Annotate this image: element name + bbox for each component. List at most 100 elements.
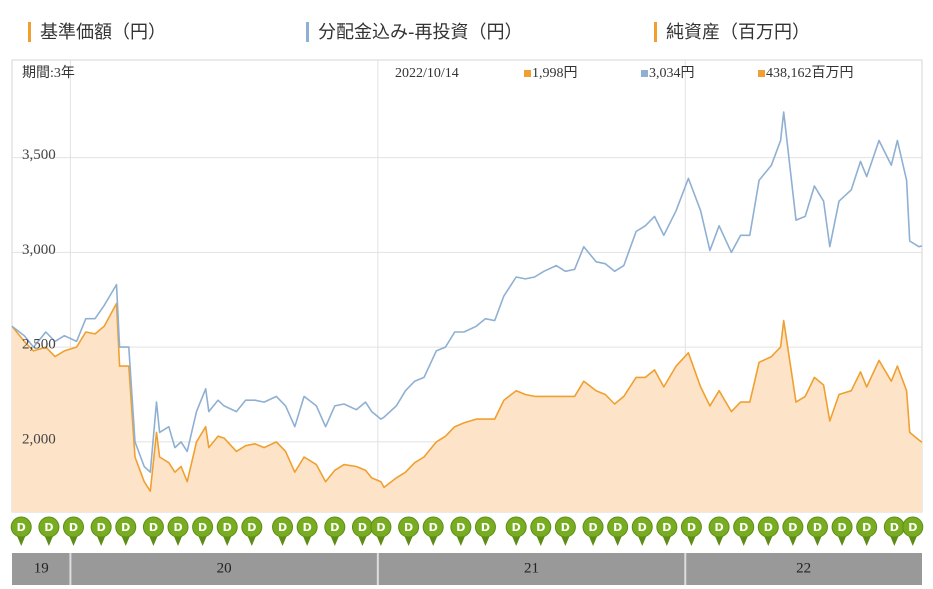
distribution-label: D [662,521,671,534]
distribution-label: D [44,521,53,534]
distribution-marker [370,516,392,538]
legend-swatch [28,22,31,42]
legend-label: 純資産（百万円） [666,22,810,43]
latest-value: 438,162百万円 [766,65,854,81]
distribution-label: D [613,521,622,534]
distribution-label: D [429,521,438,534]
distribution-label: D [890,521,899,534]
distribution-label: D [173,521,182,534]
legend: 基準価額（円） 分配金込み-再投資（円） 純資産（百万円） [28,22,810,43]
x-tick-label: 22 [796,560,811,576]
line [11,302,923,492]
plot [11,111,923,512]
y-tick-label: 3,000 [22,242,56,258]
distribution-marker [582,516,604,538]
distribution-marker [115,516,137,538]
distribution-marker [324,516,346,538]
latest-swatch [641,70,648,77]
x-tick-label: 19 [34,560,49,576]
distribution-marker [902,516,924,538]
distribution-marker [296,516,318,538]
y-tick-label: 2,500 [22,337,56,353]
distribution-marker [530,516,552,538]
distribution-label: D [512,521,521,534]
legend-label: 分配金込み-再投資（円） [318,22,523,43]
distribution-marker [142,516,164,538]
period: 期間:3年 [22,65,75,81]
distribution-label: D [456,521,465,534]
distribution-label: D [376,521,385,534]
legend-swatch [306,22,309,42]
distribution-marker [38,516,60,538]
distribution-label: D [788,521,797,534]
distribution-label: D [862,521,871,534]
distribution-label: D [813,521,822,534]
distribution-marker [782,516,804,538]
x-tick-label: 20 [217,560,232,576]
distribution-marker [708,516,730,538]
distribution-label: D [687,521,696,534]
distribution-label: D [278,521,287,534]
y-axis: 2,000 2,500 3,000 3,500 [22,147,56,447]
distribution-label: D [764,521,773,534]
distribution-label: D [223,521,232,534]
distribution-marker [450,516,472,538]
distribution-marker [505,516,527,538]
distribution-label: D [837,521,846,534]
distribution-marker [733,516,755,538]
distribution-label: D [715,521,724,534]
distribution-marker [62,516,84,538]
distribution-label: D [149,521,158,534]
distribution-marker [656,516,678,538]
line [11,111,923,473]
distribution-label: D [358,521,367,534]
latest-swatch [758,70,765,77]
distribution-marker [398,516,420,538]
distribution-marker [241,516,263,538]
legend-label: 基準価額（円） [40,22,166,43]
x-tick-label: 21 [524,560,539,576]
distribution-marker [167,516,189,538]
distribution-label: D [330,521,339,534]
distribution-marker [192,516,214,538]
distribution-marker [422,516,444,538]
distribution-label: D [404,521,413,534]
distribution-marker [831,516,853,538]
area [12,303,922,512]
latest-date: 2022/10/14 [395,66,459,81]
latest-value: 3,034円 [649,66,695,81]
distribution-marker [757,516,779,538]
distribution-marker [10,516,32,538]
distribution-marker [607,516,629,538]
distribution-label: D [481,521,490,534]
distribution-label: D [739,521,748,534]
distribution-label: D [588,521,597,534]
distribution-marker [90,516,112,538]
distribution-label: D [121,521,130,534]
info-row: 期間:3年 2022/10/14 1,998円 3,034円 438,162百万円 [22,65,854,81]
distribution-marker [680,516,702,538]
distribution-label: D [561,521,570,534]
y-tick-label: 3,500 [22,147,56,163]
distribution-marker [806,516,828,538]
grid [12,60,922,512]
distribution-label: D [908,521,917,534]
distribution-label: D [638,521,647,534]
band-background [12,553,922,585]
distribution-label: D [303,521,312,534]
distribution-marker [474,516,496,538]
distribution-marker [216,516,238,538]
legend-swatch [654,22,657,42]
distribution-marker [856,516,878,538]
distribution-label: D [69,521,78,534]
distribution-label: D [536,521,545,534]
distribution-label: D [247,521,256,534]
y-tick-label: 2,000 [22,431,56,447]
latest-value: 1,998円 [532,66,578,81]
latest-swatch [524,70,531,77]
distribution-label: D [17,521,26,534]
distribution-marker [272,516,294,538]
